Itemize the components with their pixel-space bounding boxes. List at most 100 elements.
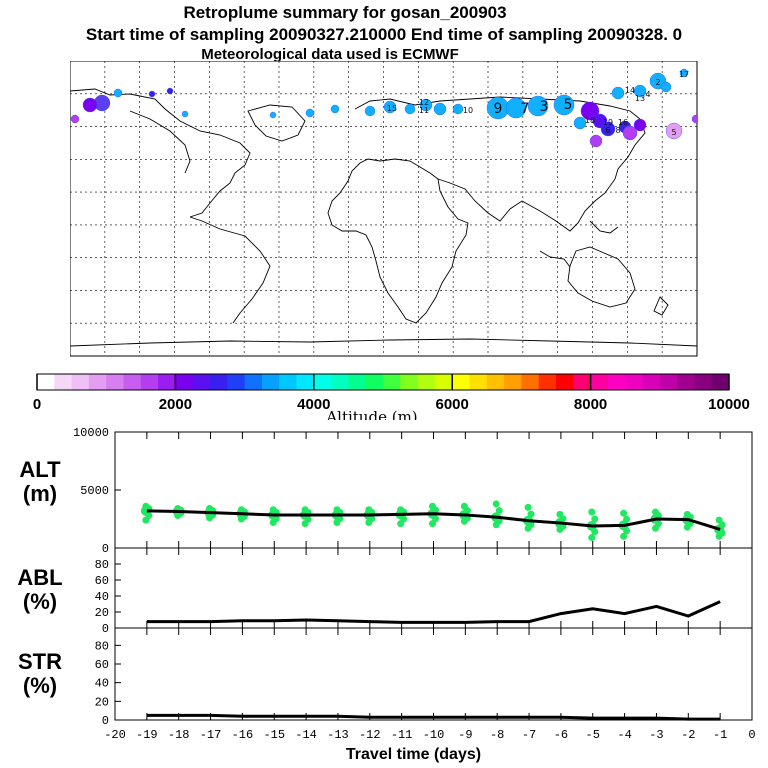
alt-spread-point — [492, 500, 500, 508]
map-grid — [70, 61, 697, 356]
colorbar-cell — [261, 374, 280, 390]
colorbar-cell — [279, 374, 297, 390]
alt-spread-point — [365, 506, 373, 514]
plume-marker — [404, 103, 416, 115]
y-tick-label: 5000 — [80, 484, 109, 498]
x-tick-label: -2 — [681, 728, 695, 742]
colorbar-cell — [210, 374, 228, 390]
plume-marker — [633, 118, 647, 132]
colorbar-cells — [36, 373, 730, 391]
plume-marker — [305, 108, 315, 118]
colorbar-cell — [486, 374, 505, 390]
colorbar-cell — [331, 374, 349, 390]
str-ylabel-2: (%) — [22, 673, 58, 698]
alt-spread-point — [142, 502, 150, 510]
colorbar-tick-label: 8000 — [574, 396, 607, 413]
map-day-label: 19 — [603, 118, 613, 127]
str-line — [146, 713, 721, 721]
map-day-label: 18 — [585, 116, 595, 125]
alt-ylabel-1: ALT — [19, 457, 61, 482]
alt-spread-point — [333, 506, 341, 514]
x-tick-label: -10 — [423, 728, 445, 742]
map-day-label: 10 — [463, 106, 473, 115]
alt-ylabel-2: (m) — [22, 481, 58, 506]
colorbar-cell — [556, 374, 574, 390]
y-tick-label: 60 — [95, 658, 109, 672]
colorbar-cell — [106, 374, 124, 390]
colorbar-cell — [54, 374, 73, 390]
abl-frame — [114, 547, 753, 629]
colorbar-cell — [625, 374, 643, 390]
x-tick-label: -16 — [232, 728, 254, 742]
abl-ylabel-2: (%) — [22, 589, 58, 614]
y-tick-label: 0 — [102, 542, 109, 556]
plume-marker — [113, 88, 123, 98]
alt-spread-point — [269, 506, 277, 514]
map-day-label: 5 — [671, 128, 676, 137]
y-tick-label: 20 — [95, 606, 109, 620]
colorbar-cell — [37, 374, 55, 390]
x-tick-label: -19 — [136, 728, 158, 742]
x-tick-label: -8 — [490, 728, 504, 742]
altitude-colorbar: 0 2000 4000 6000 8000 10000 Altitude (m) — [33, 373, 750, 420]
plume-marker — [553, 94, 575, 116]
map-day-label: 4 — [645, 90, 650, 99]
plume-marker — [433, 102, 447, 116]
y-tick-label: 80 — [95, 639, 109, 653]
alt-spread-point — [651, 508, 659, 516]
map-day-label: 11 — [419, 106, 429, 115]
colorbar-cell — [192, 374, 211, 390]
colorbar-cell — [71, 374, 90, 390]
y-tick-label: 40 — [95, 590, 109, 604]
y-tick-label: 80 — [95, 558, 109, 572]
plume-marker — [611, 86, 625, 100]
colorbar-label: Altitude (m) — [325, 408, 417, 420]
alt-spread-point — [301, 506, 309, 514]
colorbar-cell — [123, 374, 142, 390]
plume-marker — [527, 95, 549, 117]
plume-marker — [622, 125, 638, 141]
colorbar-ticks: 0 2000 4000 6000 8000 10000 — [33, 374, 750, 413]
colorbar-cell — [140, 374, 159, 390]
map-day-label: 7 — [521, 101, 530, 117]
alt-spread-point — [623, 515, 631, 523]
x-tick-label: -20 — [104, 728, 126, 742]
x-tick-label: -18 — [168, 728, 190, 742]
plume-marker — [364, 105, 376, 117]
plume-marker — [679, 68, 689, 78]
map-day-label: 8 — [615, 126, 620, 135]
str-frame — [114, 627, 753, 721]
x-tick-label: -1 — [713, 728, 727, 742]
abl-ylabel-1: ABL — [17, 565, 63, 590]
y-tick-label: 0 — [102, 714, 109, 728]
alt-spread-point — [237, 506, 245, 514]
alt-spread-point — [495, 507, 503, 515]
y-tick-label: 40 — [95, 677, 109, 691]
plume-marker — [660, 81, 672, 93]
alt-spread-point — [591, 515, 599, 523]
x-tick-label: -4 — [617, 728, 631, 742]
x-tick-label: -9 — [458, 728, 472, 742]
plume-marker — [573, 116, 587, 130]
map-day-label: 12 — [419, 98, 429, 107]
met-data-label: Meteorological data used is ECMWF — [201, 46, 459, 63]
y-tick-label: 0 — [102, 622, 109, 636]
abl-panel: 80 60 40 20 0 — [95, 547, 753, 636]
colorbar-cell — [521, 374, 540, 390]
plume-marker — [589, 134, 603, 148]
colorbar-cell — [88, 374, 107, 390]
plume-marker — [580, 101, 600, 121]
colorbar-cell — [694, 374, 713, 390]
alt-spread-point — [556, 510, 564, 518]
y-tick-label: 10000 — [73, 426, 109, 440]
map-day-label: 6 — [605, 126, 610, 135]
alt-median-line — [146, 509, 721, 531]
colorbar-cell — [590, 374, 609, 390]
colorbar-cell — [434, 374, 453, 390]
plume-marker — [82, 97, 98, 113]
x-tick-label: -7 — [522, 728, 536, 742]
colorbar-cell — [365, 374, 384, 390]
alt-spread-point — [683, 510, 691, 518]
